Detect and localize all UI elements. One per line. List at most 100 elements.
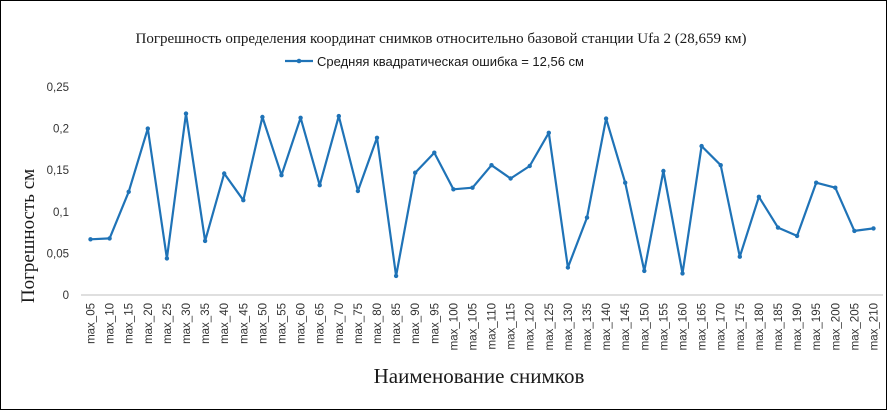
y-tick-label: 0 [63,290,69,302]
data-point [183,111,189,116]
series-layer [88,111,876,279]
x-tick-label: max_105 [467,303,479,350]
x-tick-label: max_35 [200,303,212,344]
x-tick-label: max_75 [353,303,365,344]
x-tick-label: max_10 [105,303,117,344]
chart-title: Погрешность определения координат снимко… [136,31,747,47]
data-point [546,130,551,135]
y-axis-label: Погрешность см [18,169,39,303]
data-point [241,198,246,203]
x-tick-label: max_170 [716,303,728,350]
y-tick-label: 0,05 [47,248,69,260]
x-tick-label: max_40 [219,303,231,344]
x-tick-label: max_30 [181,303,193,344]
data-point [413,170,418,175]
x-tick-label: max_190 [792,303,804,350]
data-point [164,256,170,261]
y-axis-ticks: 0 0,05 0,1 0,15 0,2 0,25 [47,82,69,302]
data-point [794,233,800,239]
x-tick-label: max_60 [296,303,308,344]
x-tick-label: max_45 [238,303,250,344]
x-tick-label: max_90 [410,303,422,344]
x-tick-label: max_180 [754,303,766,350]
data-point [737,254,742,259]
legend-label: Средняя квадратическая ошибка = 12,56 см [317,54,584,69]
data-point [756,194,762,199]
data-point [355,188,361,194]
data-point [432,150,437,155]
data-point [775,225,781,230]
x-tick-label: max_115 [506,303,518,349]
y-tick-label: 0,1 [53,207,69,219]
data-point [642,268,647,274]
data-point [126,189,131,194]
x-tick-label: max_20 [143,303,155,344]
data-point [451,187,456,192]
x-tick-label: max_165 [697,303,709,350]
x-tick-label: max_65 [315,303,327,344]
x-tick-label: max_140 [601,303,613,350]
x-tick-label: max_05 [86,303,98,344]
x-tick-label: max_155 [658,303,670,350]
series-line [90,112,874,277]
x-tick-label: max_70 [334,303,346,344]
x-tick-label: max_200 [830,303,842,350]
legend-marker-icon [296,58,302,64]
data-point [298,115,303,121]
x-axis-ticks: max_05 max_10 max_15 max_20 max_25 max_30 max_… [86,303,881,350]
x-tick-label: max_195 [811,303,823,350]
data-point [489,163,494,168]
data-point [260,114,265,120]
data-point [279,173,284,178]
x-tick-label: max_25 [162,303,174,344]
x-tick-label: max_120 [525,303,537,350]
y-tick-label: 0,2 [53,124,69,136]
x-tick-label: max_160 [678,303,690,350]
data-point [508,176,513,181]
data-point [814,180,819,185]
data-point [584,215,590,220]
y-tick-label: 0,25 [47,82,69,94]
x-tick-label: max_100 [448,303,460,350]
legend: Средняя квадратическая ошибка = 12,56 см [285,54,584,69]
x-tick-label: max_175 [735,303,747,350]
x-tick-label: max_150 [639,303,651,350]
data-point [852,228,857,234]
x-tick-label: max_130 [563,303,575,350]
data-point [88,237,93,242]
x-tick-label: max_15 [124,303,136,344]
data-point [393,273,399,279]
data-point [699,143,704,149]
x-tick-label: max_205 [849,303,861,350]
data-point [107,236,112,241]
data-point [603,116,609,121]
data-point [527,163,532,169]
y-tick-label: 0,15 [47,165,69,177]
data-point [145,126,150,131]
data-point [222,171,227,176]
data-point [202,238,208,244]
x-tick-label: max_95 [429,303,441,344]
x-tick-label: max_80 [372,303,384,344]
data-point [565,265,571,270]
x-tick-label: max_135 [582,303,594,350]
data-point [871,226,876,231]
data-point [623,180,628,185]
data-point [680,271,685,276]
x-tick-label: max_210 [868,303,880,350]
x-tick-label: max_125 [544,303,556,350]
x-axis-label: Наименование снимков [374,364,585,388]
x-tick-label: max_85 [391,303,403,344]
data-point [718,163,723,168]
x-tick-label: max_110 [487,303,499,349]
x-tick-label: max_185 [773,303,785,350]
x-tick-label: max_55 [277,303,289,344]
data-point [661,168,666,174]
data-point [317,183,322,188]
x-tick-label: max_145 [620,303,632,350]
data-point [336,113,341,119]
data-point [833,185,838,190]
x-tick-label: max_50 [257,303,269,344]
